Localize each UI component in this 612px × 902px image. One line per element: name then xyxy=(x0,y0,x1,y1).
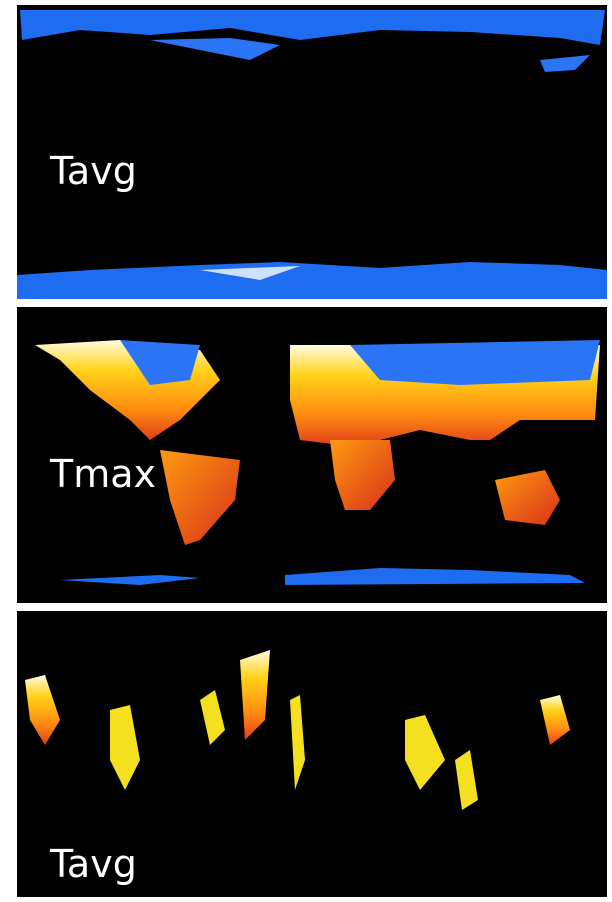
panel-label: Tavg xyxy=(49,842,137,886)
siberia xyxy=(350,340,600,385)
figure: Tavg Tmax Tavg xyxy=(0,0,612,902)
map-panel: Tmax xyxy=(17,307,607,603)
map-panel: Tavg xyxy=(17,5,607,299)
map-panel: Tavg xyxy=(17,611,607,897)
panel-label: Tmax xyxy=(49,452,156,496)
panel-label: Tavg xyxy=(49,149,137,193)
